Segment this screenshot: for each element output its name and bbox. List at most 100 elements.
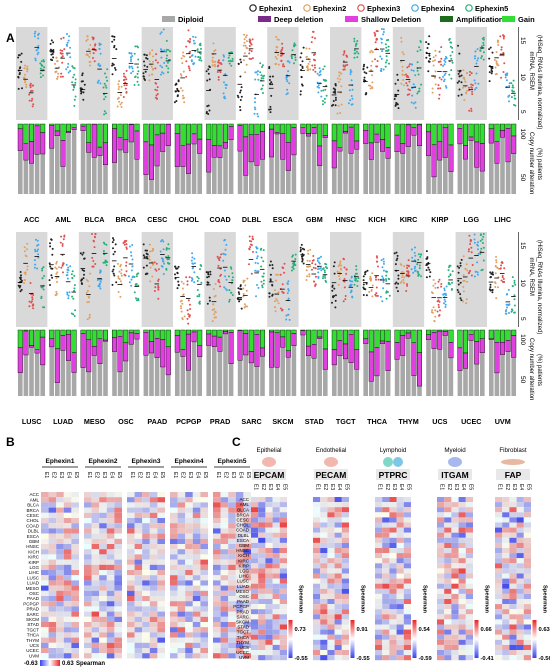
heatmap-cell xyxy=(41,502,49,508)
cnv-bar-shallow-deletion xyxy=(426,131,432,156)
heatmap-row-label: TGCT xyxy=(27,627,39,632)
expression-point xyxy=(23,250,26,253)
expression-point xyxy=(322,78,325,81)
scale-min-label: -0.63 xyxy=(24,661,38,667)
heatmap-cell xyxy=(170,622,178,628)
heatmap-cell xyxy=(200,497,208,503)
expression-point xyxy=(331,301,333,304)
expression-point xyxy=(61,55,64,58)
expression-point xyxy=(237,297,240,300)
heatmap-cell xyxy=(341,583,349,589)
expression-point xyxy=(61,75,64,78)
heatmap-cell xyxy=(403,512,411,518)
heatmap-cell xyxy=(170,580,178,586)
expression-point xyxy=(294,56,297,59)
expression-point xyxy=(381,275,384,278)
expression-point xyxy=(243,279,246,282)
heatmap-cell xyxy=(63,570,72,576)
expression-point xyxy=(230,60,232,63)
expr-tick-label: 5 xyxy=(519,110,526,114)
heatmap-cell xyxy=(71,492,79,498)
expression-point xyxy=(324,79,327,82)
expression-point xyxy=(120,106,123,108)
expression-point xyxy=(32,304,35,307)
heatmap-cell xyxy=(502,634,510,640)
heatmap-cell xyxy=(157,606,165,612)
heatmap-cell xyxy=(313,573,321,579)
heatmap-cell xyxy=(403,573,411,579)
expression-point xyxy=(239,109,242,112)
expression-point xyxy=(306,67,309,69)
expression-point xyxy=(366,66,369,69)
heatmap-cell xyxy=(177,564,186,570)
expression-point xyxy=(191,256,194,259)
expression-point xyxy=(194,55,197,58)
expression-point xyxy=(269,278,272,281)
heatmap-row-label: ESCA xyxy=(237,538,249,543)
heatmap-cell xyxy=(495,537,503,543)
expression-point xyxy=(151,275,154,278)
expression-point xyxy=(154,88,157,91)
cnv-bar-gain xyxy=(306,329,312,347)
heatmap-cell xyxy=(327,604,335,610)
heatmap-cell xyxy=(91,533,100,539)
heatmap-cell xyxy=(91,648,100,654)
expression-point xyxy=(410,101,413,104)
heatmap-cell xyxy=(451,634,459,640)
heatmap-cell xyxy=(502,542,510,548)
expression-point xyxy=(462,69,465,72)
expression-point xyxy=(511,84,514,87)
heatmap-cell xyxy=(509,644,517,650)
heatmap-cell xyxy=(56,653,64,659)
heatmap-cell xyxy=(41,492,49,498)
heatmap-cell xyxy=(106,632,115,638)
heatmap-cell xyxy=(341,512,349,518)
expression-point xyxy=(456,289,459,291)
expression-point xyxy=(212,61,214,64)
expression-point xyxy=(395,286,398,289)
expression-point xyxy=(371,295,374,298)
cancer-label-ACC: ACC xyxy=(24,215,40,224)
heatmap-cell xyxy=(258,583,266,589)
heatmap-cell xyxy=(458,639,466,645)
heatmap-cell xyxy=(63,606,72,612)
expression-point xyxy=(514,97,517,100)
expression-point xyxy=(350,79,353,82)
heatmap-cell xyxy=(192,611,201,617)
heatmap-cell xyxy=(243,497,251,503)
heatmap-cell xyxy=(84,549,92,555)
expression-point xyxy=(505,312,508,315)
heatmap-cell xyxy=(516,609,524,615)
expression-point xyxy=(182,94,184,97)
expression-point xyxy=(470,107,473,110)
heatmap-cell xyxy=(437,634,445,640)
heatmap-cell xyxy=(243,528,251,534)
cnv-bar-diploid xyxy=(166,124,171,194)
expression-point xyxy=(497,64,500,67)
expression-point xyxy=(86,301,89,304)
expression-point xyxy=(220,253,223,256)
heatmap-cell xyxy=(134,632,143,638)
heatmap-col-label: E5 xyxy=(467,484,473,490)
heatmap-cell xyxy=(213,554,221,560)
expression-point xyxy=(442,75,444,78)
expression-point xyxy=(353,283,356,286)
cnv-bar-shallow-deletion xyxy=(185,333,191,371)
expression-point xyxy=(67,62,70,65)
heatmap-cell xyxy=(48,533,57,539)
heatmap-cell xyxy=(523,644,531,650)
heatmap-cell xyxy=(63,554,72,560)
heatmap-cell xyxy=(509,527,517,533)
heatmap-cell xyxy=(403,609,411,615)
heatmap-cell xyxy=(228,590,236,596)
expression-point xyxy=(450,41,453,44)
expression-point xyxy=(137,297,140,300)
expression-point xyxy=(254,71,257,74)
heatmap-row-label: DLBL xyxy=(28,529,40,534)
heatmap-cell xyxy=(63,627,72,633)
expression-point xyxy=(250,58,253,60)
colorbar-max-label: 0.91 xyxy=(357,627,369,633)
cnv-bar-shallow-deletion xyxy=(71,352,77,373)
heatmap-cell xyxy=(200,575,208,581)
heatmap-cell xyxy=(149,497,158,503)
